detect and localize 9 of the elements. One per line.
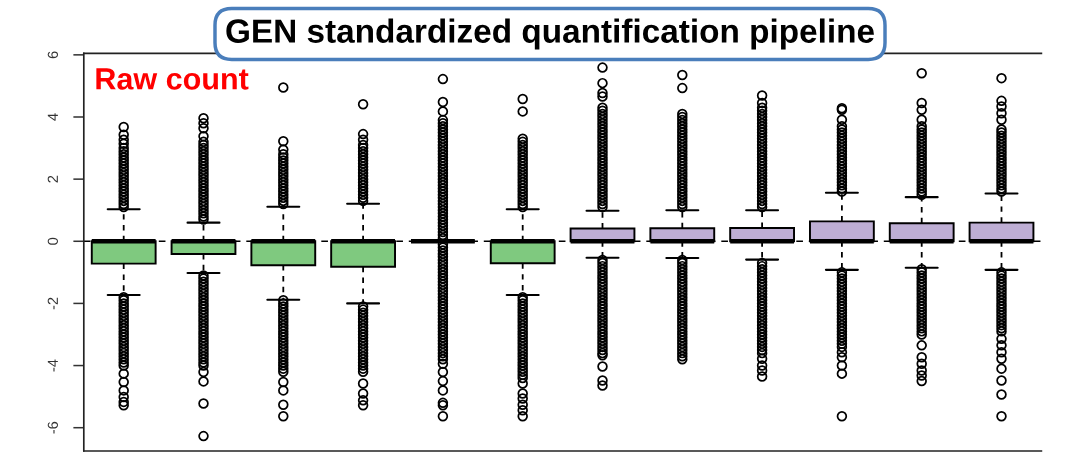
- annotation: Raw count: [96, 68, 249, 90]
- y-tick-label: 2: [47, 175, 58, 183]
- y-tick-label: 6: [47, 51, 58, 59]
- chart-title: GEN standardized quantification pipeline: [226, 18, 874, 50]
- y-tick-label: -6: [47, 421, 58, 434]
- y-tick-label: 4: [47, 113, 58, 121]
- y-tick-label: -4: [47, 359, 58, 372]
- y-tick-label: -2: [47, 297, 58, 310]
- y-tick-label: 0: [47, 237, 58, 245]
